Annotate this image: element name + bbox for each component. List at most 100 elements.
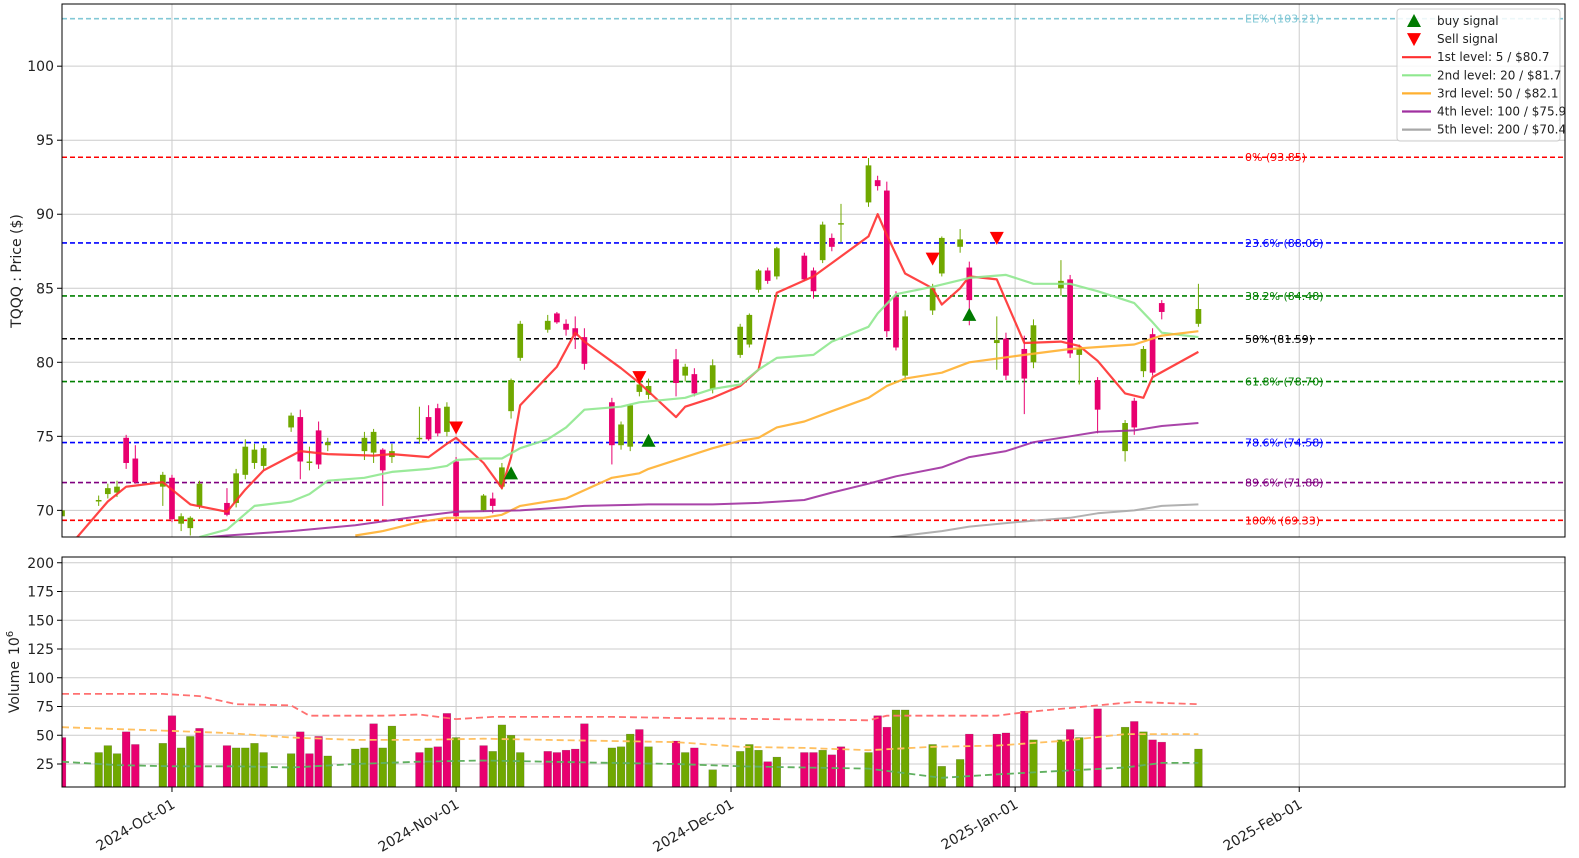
candle-body xyxy=(1021,348,1028,379)
volume-bar xyxy=(241,747,250,787)
price-y-tick-label: 85 xyxy=(36,281,54,297)
volume-bar xyxy=(451,737,461,787)
volume-bar xyxy=(1001,732,1011,787)
sell-signal-marker xyxy=(632,371,647,385)
fib-level-label: 89.6% (71.88) xyxy=(1245,477,1324,490)
fib-level-label: 38.2% (84.48) xyxy=(1245,290,1324,303)
candle-body xyxy=(828,237,835,247)
volume-average-line xyxy=(62,693,1199,722)
volume-bar xyxy=(644,746,653,787)
candle-body xyxy=(297,417,304,462)
candle-body xyxy=(966,267,973,301)
candle-body xyxy=(709,365,716,389)
candle-body xyxy=(819,224,826,261)
volume-bar xyxy=(763,761,772,787)
candle-body xyxy=(1094,380,1101,410)
volume-bar xyxy=(561,749,571,787)
candle-body xyxy=(233,473,239,503)
volume-bar xyxy=(369,723,378,787)
volume-bar xyxy=(296,731,305,787)
candle-body xyxy=(1076,348,1083,355)
volume-bar xyxy=(433,746,442,787)
volume-axis-label: Volume 106 xyxy=(5,631,23,713)
volume-bar xyxy=(516,752,525,787)
candle-body xyxy=(95,499,102,502)
candle-body xyxy=(764,270,771,281)
volume-bar xyxy=(1056,739,1066,787)
volume-y-tick-label: 50 xyxy=(36,728,54,744)
candle-body xyxy=(627,405,634,447)
volume-bar xyxy=(112,753,122,787)
legend-label: buy signal xyxy=(1437,14,1499,28)
fib-level-label: EE% (103.21) xyxy=(1245,13,1320,26)
candle-body xyxy=(691,374,698,394)
candle-body xyxy=(242,446,249,475)
volume-axis-label-text: Volume xyxy=(7,661,23,713)
volume-bar xyxy=(314,736,323,787)
candle-body xyxy=(993,340,1000,344)
volume-bar xyxy=(1157,741,1166,787)
moving-average-lines xyxy=(75,213,1199,537)
legend-label: 1st level: 5 / $80.7 xyxy=(1437,50,1549,64)
moving-average-line xyxy=(75,213,1199,537)
candle-body xyxy=(178,516,184,524)
candle-body xyxy=(618,424,624,446)
volume-bar xyxy=(351,748,360,787)
volume-bar xyxy=(1194,748,1203,787)
volume-bar xyxy=(387,725,397,787)
price-axis-label: TQQQ : Price ($) xyxy=(9,214,25,329)
x-tick-label: 2024-Nov-01 xyxy=(376,797,462,856)
candle-body xyxy=(737,326,744,355)
x-tick-label: 2024-Dec-01 xyxy=(651,797,737,856)
candle-body xyxy=(480,495,487,511)
x-tick-label: 2024-Oct-01 xyxy=(94,797,178,855)
x-tick-label: 2025-Feb-01 xyxy=(1221,797,1306,855)
fib-level-label: 0% (93.85) xyxy=(1245,151,1306,164)
candle-body xyxy=(902,316,908,376)
volume-bar xyxy=(928,744,937,787)
candle-body xyxy=(609,402,615,446)
volume-bar xyxy=(681,752,690,787)
price-grid xyxy=(62,4,1565,537)
candle-body xyxy=(306,461,313,463)
fib-level-label: 78.6% (74.58) xyxy=(1245,437,1324,450)
volume-bar xyxy=(864,752,873,787)
price-y-tick-label: 80 xyxy=(36,355,54,371)
candle-body xyxy=(224,502,230,515)
legend-box xyxy=(1396,8,1561,142)
candle-body xyxy=(1122,422,1128,452)
volume-bar xyxy=(442,713,452,787)
candle-body xyxy=(755,270,762,290)
candle-body xyxy=(893,297,899,348)
candle-body xyxy=(957,239,963,247)
volume-bar xyxy=(635,729,644,787)
volume-y-tick-label: 100 xyxy=(27,671,54,687)
candle-body xyxy=(132,458,139,483)
volume-bar xyxy=(552,752,562,787)
volume-bar xyxy=(1139,731,1148,787)
candle-body xyxy=(1195,308,1202,324)
volume-axis-label-exponent: 6 xyxy=(5,631,16,637)
volume-y-ticks: 25 50 75 100 125 150 175 200 xyxy=(27,556,62,773)
x-tick-label: 2025-Jan-01 xyxy=(939,797,1021,854)
volume-bar xyxy=(195,728,204,787)
volume-bar xyxy=(497,724,507,787)
candle-body xyxy=(196,483,203,506)
volume-bar xyxy=(772,756,781,787)
volume-bar xyxy=(580,723,589,787)
volume-bar xyxy=(424,747,433,787)
volume-axis-label-unit: 10 xyxy=(7,637,23,655)
volume-bar xyxy=(836,746,846,787)
candle-body xyxy=(489,498,496,506)
candle-body xyxy=(1158,303,1165,312)
candle-body xyxy=(682,366,689,376)
volume-bar xyxy=(937,766,946,787)
volume-bar xyxy=(250,743,259,787)
candle-body xyxy=(874,180,881,187)
volume-bar xyxy=(378,747,387,787)
candle-body xyxy=(554,313,560,323)
sell-signal-marker xyxy=(989,231,1004,245)
candle-body xyxy=(1131,400,1138,428)
candle-body xyxy=(508,380,514,412)
